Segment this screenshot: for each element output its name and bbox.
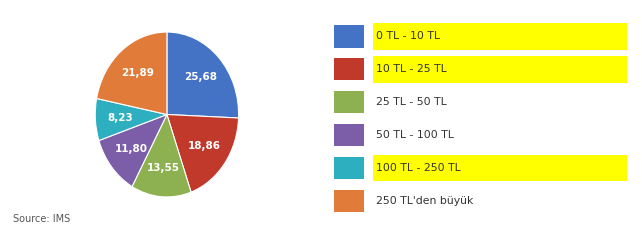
FancyBboxPatch shape xyxy=(334,58,364,81)
Wedge shape xyxy=(99,114,167,187)
Text: 0 TL - 10 TL: 0 TL - 10 TL xyxy=(376,31,440,41)
Text: 25 TL - 50 TL: 25 TL - 50 TL xyxy=(376,97,447,107)
Text: 50 TL - 100 TL: 50 TL - 100 TL xyxy=(376,130,454,140)
FancyBboxPatch shape xyxy=(334,190,364,213)
Wedge shape xyxy=(95,98,167,141)
Text: 8,23: 8,23 xyxy=(108,113,134,123)
Text: 25,68: 25,68 xyxy=(184,72,217,82)
Wedge shape xyxy=(132,114,191,197)
FancyBboxPatch shape xyxy=(373,56,627,83)
Text: 250 TL'den büyük: 250 TL'den büyük xyxy=(376,196,473,206)
Text: 13,55: 13,55 xyxy=(146,163,180,173)
FancyBboxPatch shape xyxy=(373,23,627,50)
Text: 18,86: 18,86 xyxy=(188,141,221,151)
FancyBboxPatch shape xyxy=(334,124,364,147)
Wedge shape xyxy=(96,32,167,114)
Wedge shape xyxy=(167,32,239,118)
Wedge shape xyxy=(167,114,239,192)
Text: 10 TL - 25 TL: 10 TL - 25 TL xyxy=(376,64,447,74)
Text: 11,80: 11,80 xyxy=(114,144,148,154)
Text: Source: IMS: Source: IMS xyxy=(13,214,70,224)
Text: 21,89: 21,89 xyxy=(121,68,154,78)
FancyBboxPatch shape xyxy=(334,91,364,113)
FancyBboxPatch shape xyxy=(334,25,364,48)
FancyBboxPatch shape xyxy=(373,155,627,181)
Text: 100 TL - 250 TL: 100 TL - 250 TL xyxy=(376,163,461,173)
FancyBboxPatch shape xyxy=(334,157,364,180)
